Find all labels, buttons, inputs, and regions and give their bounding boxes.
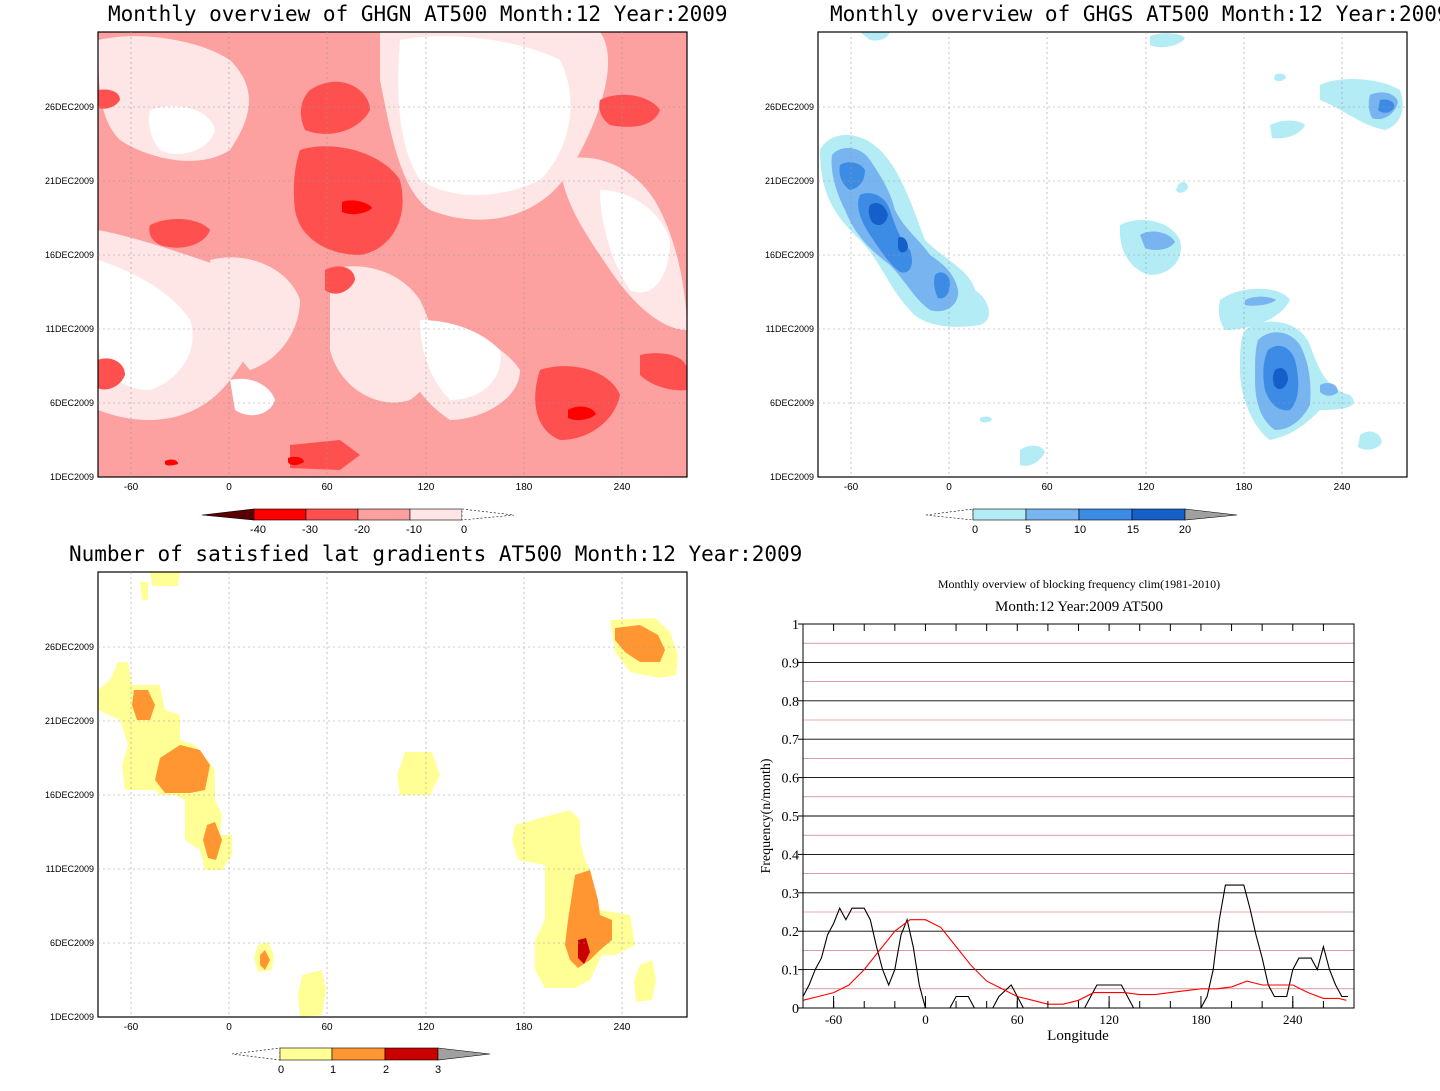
ghgn-xtick: 0 xyxy=(226,482,232,493)
ghgs-xtick: 120 xyxy=(1138,482,1155,493)
ghgs-ytick: 1DEC2009 xyxy=(770,472,814,482)
freq-ytick-label: 0.6 xyxy=(782,772,800,787)
freq-series-0 xyxy=(803,885,1348,1008)
grad-xtick: 180 xyxy=(516,1022,533,1033)
grad-ytick: 11DEC2009 xyxy=(46,864,94,874)
ghgs-xtick: 60 xyxy=(1041,482,1053,493)
freq-ytick-label: 0 xyxy=(792,1002,799,1017)
ghgs-ytick: 11DEC2009 xyxy=(766,324,814,334)
ghgn-xtick: 240 xyxy=(614,482,631,493)
ghgs-xtick: 240 xyxy=(1334,482,1351,493)
freq-series-1 xyxy=(803,920,1346,1005)
ghgs-xtick: -60 xyxy=(844,482,859,493)
grad-xtick: 240 xyxy=(614,1022,631,1033)
ghgs-xtick: 180 xyxy=(1236,482,1253,493)
ghgn-cbar-label: 0 xyxy=(461,524,467,536)
ghgs-ytick: 26DEC2009 xyxy=(765,102,814,112)
freq-ytick-label: 0.9 xyxy=(782,656,800,671)
freq-ytick-label: 0.8 xyxy=(782,695,800,710)
freq-xtick-label: 180 xyxy=(1191,1012,1211,1027)
ghgn-colorbar: -40 -30 -20 -10 0 xyxy=(202,509,514,536)
ghgn-ytick: 1DEC2009 xyxy=(50,472,94,482)
freq-panel: Monthly overview of blocking frequency c… xyxy=(720,560,1440,1091)
grad-panel: Number of satisfied lat gradients AT500 … xyxy=(0,540,720,1091)
ghgs-panel: Monthly overview of GHGS AT500 Month:12 … xyxy=(720,0,1440,545)
ghgs-xtick: 0 xyxy=(946,482,952,493)
grad-xtick: 60 xyxy=(321,1022,333,1033)
grad-ytick: 21DEC2009 xyxy=(45,716,94,726)
ghgn-ytick: 21DEC2009 xyxy=(45,176,94,186)
freq-ytick-label: 0.4 xyxy=(782,848,800,863)
freq-chart: Monthly overview of blocking frequency c… xyxy=(720,560,1440,1091)
ghgn-ytick: 16DEC2009 xyxy=(45,250,94,260)
ghgs-ytick: 16DEC2009 xyxy=(765,250,814,260)
grad-ytick: 26DEC2009 xyxy=(45,642,94,652)
grad-xtick: -60 xyxy=(124,1022,139,1033)
ghgs-colorbar: 0 5 10 15 20 xyxy=(926,509,1237,536)
freq-xtick-label: 240 xyxy=(1283,1012,1303,1027)
ghgn-xtick: 60 xyxy=(321,482,333,493)
freq-xtick-label: 120 xyxy=(1099,1012,1119,1027)
ghgs-cbar-label: 10 xyxy=(1074,524,1086,536)
grad-ytick: 6DEC2009 xyxy=(50,938,94,948)
ghgs-cbar-label: 15 xyxy=(1127,524,1139,536)
grad-cbar-label: 2 xyxy=(383,1064,389,1076)
ghgn-heatmap: 26DEC2009 21DEC2009 16DEC2009 11DEC2009 … xyxy=(0,0,720,545)
ghgn-cbar-label: -40 xyxy=(250,524,266,536)
grad-cbar-label: 0 xyxy=(278,1064,284,1076)
ghgn-cbar-label: -30 xyxy=(302,524,318,536)
ghgn-ytick: 26DEC2009 xyxy=(45,102,94,112)
freq-grid xyxy=(803,624,1354,1008)
ghgn-cbar-label: -20 xyxy=(354,524,370,536)
freq-xtick-label: 0 xyxy=(922,1012,929,1027)
ghgn-ytick: 11DEC2009 xyxy=(46,324,94,334)
ghgn-xtick: -60 xyxy=(124,482,139,493)
ghgn-xtick: 120 xyxy=(418,482,435,493)
freq-xtick-label: 60 xyxy=(1011,1012,1024,1027)
grad-heatmap: 26DEC2009 21DEC2009 16DEC2009 11DEC2009 … xyxy=(0,540,720,1091)
freq-ytick-label: 0.3 xyxy=(782,887,800,902)
grad-cbar-label: 1 xyxy=(330,1064,336,1076)
grad-cbar-label: 3 xyxy=(435,1064,441,1076)
freq-subtitle: Month:12 Year:2009 AT500 xyxy=(995,599,1163,615)
ghgn-panel: Monthly overview of GHGN AT500 Month:12 … xyxy=(0,0,720,545)
ghgs-cbar-label: 0 xyxy=(972,524,978,536)
freq-ytick-label: 1 xyxy=(792,618,799,633)
grad-ytick: 1DEC2009 xyxy=(50,1012,94,1022)
ghgn-xtick: 180 xyxy=(516,482,533,493)
freq-xlabel: Longitude xyxy=(1047,1028,1109,1044)
freq-lines xyxy=(803,885,1348,1008)
freq-xtick-label: -60 xyxy=(825,1012,842,1027)
ghgs-cbar-label: 5 xyxy=(1025,524,1031,536)
freq-ytick-label: 0.7 xyxy=(782,733,800,748)
freq-ytick-label: 0.1 xyxy=(782,964,800,979)
grad-colorbar: 0 1 2 3 xyxy=(232,1048,490,1076)
freq-title: Monthly overview of blocking frequency c… xyxy=(938,577,1220,591)
ghgn-cbar-label: -10 xyxy=(406,524,422,536)
grad-xtick: 120 xyxy=(418,1022,435,1033)
grad-ytick: 16DEC2009 xyxy=(45,790,94,800)
freq-ylabel: Frequency(n/month) xyxy=(759,758,774,873)
ghgs-heatmap: 26DEC2009 21DEC2009 16DEC2009 11DEC2009 … xyxy=(720,0,1440,545)
ghgs-ytick: 6DEC2009 xyxy=(770,398,814,408)
freq-ytick-label: 0.2 xyxy=(782,925,800,940)
ghgs-ytick: 21DEC2009 xyxy=(765,176,814,186)
freq-ytick-label: 0.5 xyxy=(782,810,800,825)
ghgn-ytick: 6DEC2009 xyxy=(50,398,94,408)
ghgs-cbar-label: 20 xyxy=(1179,524,1191,536)
grad-xtick: 0 xyxy=(226,1022,232,1033)
